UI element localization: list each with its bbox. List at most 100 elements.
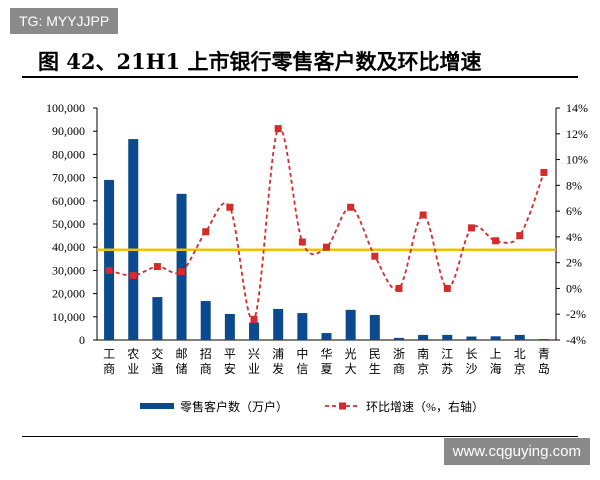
category-label: 信	[296, 362, 308, 376]
left-tick-label: 100,000	[46, 101, 85, 115]
right-tick-label: 6%	[566, 204, 582, 218]
bar-北京	[514, 334, 525, 340]
bar-邮储	[176, 193, 187, 340]
right-tick-label: 8%	[566, 178, 582, 192]
bar-平安	[224, 314, 235, 340]
legend-bar-swatch	[140, 403, 174, 409]
bar-上海	[490, 336, 501, 340]
category-label: 中	[296, 346, 308, 361]
category-label: 储	[176, 361, 188, 376]
point-青岛	[540, 168, 548, 176]
category-label: 业	[248, 362, 260, 376]
point-工商	[105, 266, 113, 274]
bar-交通	[152, 297, 163, 340]
point-江苏	[443, 284, 451, 292]
category-label: 安	[224, 361, 236, 376]
category-label: 浦	[272, 347, 284, 361]
category-label: 兴	[248, 347, 260, 361]
left-tick-label: 0	[79, 333, 85, 347]
point-农业	[129, 272, 137, 280]
watermark-top: TG: MYYJJPP	[10, 8, 119, 34]
category-label: 邮	[176, 347, 188, 361]
watermark-bottom: www.cqguying.com	[443, 438, 590, 465]
left-tick-label: 60,000	[52, 194, 85, 208]
bar-浙商	[393, 337, 404, 340]
category-label: 平	[224, 347, 236, 361]
bar-光大	[345, 309, 356, 340]
category-label: 大	[345, 362, 357, 376]
left-tick-label: 20,000	[52, 287, 85, 301]
right-tick-label: 10%	[566, 153, 588, 167]
left-tick-label: 70,000	[52, 171, 85, 185]
bar-华夏	[321, 333, 332, 340]
category-label: 民	[369, 347, 381, 361]
point-兴业	[250, 315, 258, 323]
bar-中信	[297, 313, 308, 340]
right-tick-label: -2%	[566, 307, 586, 321]
category-label: 海	[490, 361, 502, 376]
category-label: 夏	[320, 362, 332, 376]
right-tick-label: 14%	[566, 101, 588, 115]
category-label: 江	[441, 347, 453, 361]
category-label: 浙	[393, 347, 405, 361]
category-label: 发	[272, 361, 284, 376]
category-label: 商	[103, 361, 115, 376]
left-tick-label: 90,000	[52, 124, 85, 138]
chart-title: 图 42、21H1 上市银行零售客户数及环比增速	[38, 49, 482, 74]
bar-江苏	[442, 334, 453, 340]
right-tick-label: 0%	[566, 281, 582, 295]
point-民生	[371, 252, 379, 260]
bar-浦发	[273, 308, 284, 340]
bar-农业	[128, 139, 139, 340]
category-label: 青	[538, 347, 550, 361]
bar-长沙	[466, 336, 477, 340]
right-tick-label: 2%	[566, 256, 582, 270]
left-tick-label: 80,000	[52, 147, 85, 161]
point-平安	[226, 203, 234, 211]
category-label: 京	[514, 362, 526, 376]
left-tick-label: 10,000	[52, 310, 85, 324]
point-北京	[516, 232, 524, 240]
bar-民生	[369, 314, 380, 340]
category-label: 华	[320, 347, 332, 361]
category-label: 交	[151, 346, 163, 361]
bottom-rule	[22, 436, 578, 437]
point-南京	[419, 211, 427, 219]
bar-兴业	[249, 322, 260, 340]
point-招商	[202, 228, 210, 236]
right-tick-label: -4%	[566, 333, 586, 347]
category-label: 业	[127, 362, 139, 376]
point-光大	[347, 203, 355, 211]
bar-青岛	[538, 339, 549, 340]
left-tick-label: 50,000	[52, 217, 85, 231]
category-label: 工	[103, 347, 115, 361]
category-label: 沙	[465, 362, 477, 376]
left-tick-label: 40,000	[52, 240, 85, 254]
category-label: 招	[200, 347, 212, 361]
category-label: 商	[393, 361, 405, 376]
category-label: 通	[151, 362, 163, 376]
title-rule	[22, 76, 578, 78]
right-tick-label: 12%	[566, 127, 588, 141]
right-tick-label: 4%	[566, 230, 582, 244]
point-邮储	[178, 268, 186, 276]
point-中信	[298, 238, 306, 246]
category-label: 生	[369, 362, 381, 376]
category-label: 京	[417, 362, 429, 376]
legend-line-label: 环比增速（%，右轴）	[366, 399, 484, 414]
category-label: 商	[200, 361, 212, 376]
category-label: 光	[345, 347, 357, 361]
category-label: 上	[490, 347, 502, 361]
left-tick-label: 30,000	[52, 263, 85, 277]
category-label: 北	[514, 347, 526, 361]
category-label: 岛	[538, 361, 550, 376]
bar-工商	[104, 179, 115, 340]
category-label: 农	[127, 347, 139, 361]
category-label: 南	[417, 346, 429, 361]
legend-line-marker	[339, 402, 346, 410]
bar-南京	[418, 334, 429, 340]
point-华夏	[323, 243, 330, 251]
point-交通	[153, 263, 161, 271]
